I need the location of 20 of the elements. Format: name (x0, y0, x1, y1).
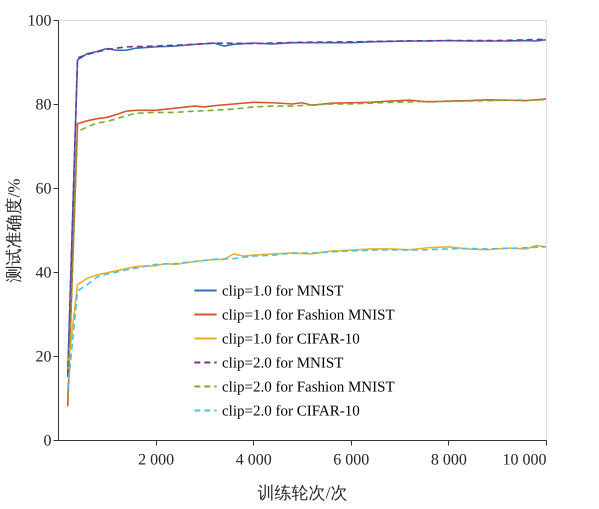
line-series (66, 244, 547, 370)
y-tick-label: 20 (36, 348, 52, 366)
y-tick-label: 40 (36, 264, 52, 282)
legend-label: clip=2.0 for Fashion MNIST (222, 380, 395, 396)
y-tick-label: 100 (28, 12, 52, 30)
legend-label: clip=1.0 for Fashion MNIST (222, 308, 395, 324)
x-tick-label: 8 000 (430, 452, 467, 468)
x-axis-title: 训练轮次/次 (258, 484, 348, 502)
x-tick-label: 10 000 (502, 452, 546, 468)
x-tick-label: 2 000 (138, 452, 174, 468)
x-tick-label: 6 000 (333, 452, 370, 468)
y-tick-label: 60 (36, 180, 52, 198)
legend-label: clip=1.0 for MNIST (222, 284, 344, 300)
legend-label: clip=1.0 for CIFAR-10 (222, 332, 360, 348)
legend-label: clip=2.0 for MNIST (222, 356, 344, 372)
x-tick-label: 4 000 (236, 452, 272, 468)
y-axis-title: 测试准确度/% (4, 178, 24, 282)
legend-label: clip=2.0 for CIFAR-10 (222, 404, 360, 420)
y-tick-label: 80 (36, 96, 52, 114)
y-tick-label: 0 (44, 432, 52, 450)
